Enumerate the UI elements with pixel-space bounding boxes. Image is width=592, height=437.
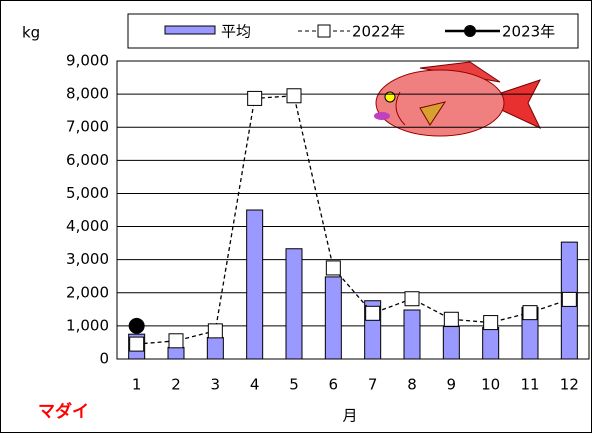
y-tick-label: 8,000 [66, 85, 109, 103]
marker [522, 305, 538, 321]
marker [443, 311, 459, 327]
y-tick-label: 3,000 [66, 250, 109, 268]
y-tick-label: 2,000 [66, 283, 109, 301]
marker [365, 305, 381, 321]
x-tick-label: 12 [560, 376, 579, 394]
y-tick-label: 1,000 [66, 316, 109, 334]
x-tick-label: 4 [250, 376, 260, 394]
x-tick-label: 5 [289, 376, 299, 394]
legend-label: 2022年 [352, 23, 405, 41]
y-tick-label: 7,000 [66, 118, 109, 136]
x-tick-label: 11 [520, 376, 539, 394]
x-axis-label: 月 [342, 407, 357, 425]
x-tick-label: 1 [132, 376, 142, 394]
legend-label: 2023年 [502, 23, 555, 41]
unit-label: kg [22, 24, 40, 42]
species-label: マダイ [38, 401, 89, 422]
x-tick-label: 3 [211, 376, 221, 394]
marker [168, 333, 184, 349]
marker [561, 291, 577, 307]
plot-border [116, 60, 590, 360]
x-tick-label: 7 [368, 376, 378, 394]
y-tick-label: 6,000 [66, 151, 109, 169]
x-tick-label: 2 [171, 376, 181, 394]
fish-gill [395, 91, 406, 126]
legend-label: 平均 [221, 23, 251, 41]
marker [247, 90, 263, 106]
marker [129, 336, 145, 352]
x-tick-label: 6 [329, 376, 339, 394]
fish-pectoral [419, 101, 447, 126]
y-tick-label: 5,000 [66, 184, 109, 202]
fish [374, 61, 542, 137]
marker [325, 260, 341, 276]
marker [483, 315, 499, 331]
legend-swatch [317, 24, 331, 38]
bar [324, 276, 342, 360]
y-tick-label: 0 [99, 350, 109, 368]
marker [404, 291, 420, 307]
legend-swatch [464, 25, 476, 37]
x-tick-label: 9 [447, 376, 457, 394]
fish-tail [478, 79, 542, 130]
bar [167, 346, 185, 360]
marker [207, 323, 223, 339]
x-tick-label: 8 [407, 376, 417, 394]
x-tick-label: 10 [481, 376, 500, 394]
fish-eye [384, 91, 396, 103]
bar [246, 209, 264, 360]
y-tick-label: 4,000 [66, 217, 109, 235]
marker [128, 317, 145, 334]
bar [442, 326, 460, 360]
y-tick-label: 9,000 [66, 52, 109, 70]
marker [286, 88, 302, 104]
bar [206, 336, 224, 360]
bar [482, 327, 500, 360]
fish-mouth [374, 112, 390, 120]
bar [403, 309, 421, 360]
legend-swatch [164, 25, 216, 35]
bar [285, 248, 303, 360]
